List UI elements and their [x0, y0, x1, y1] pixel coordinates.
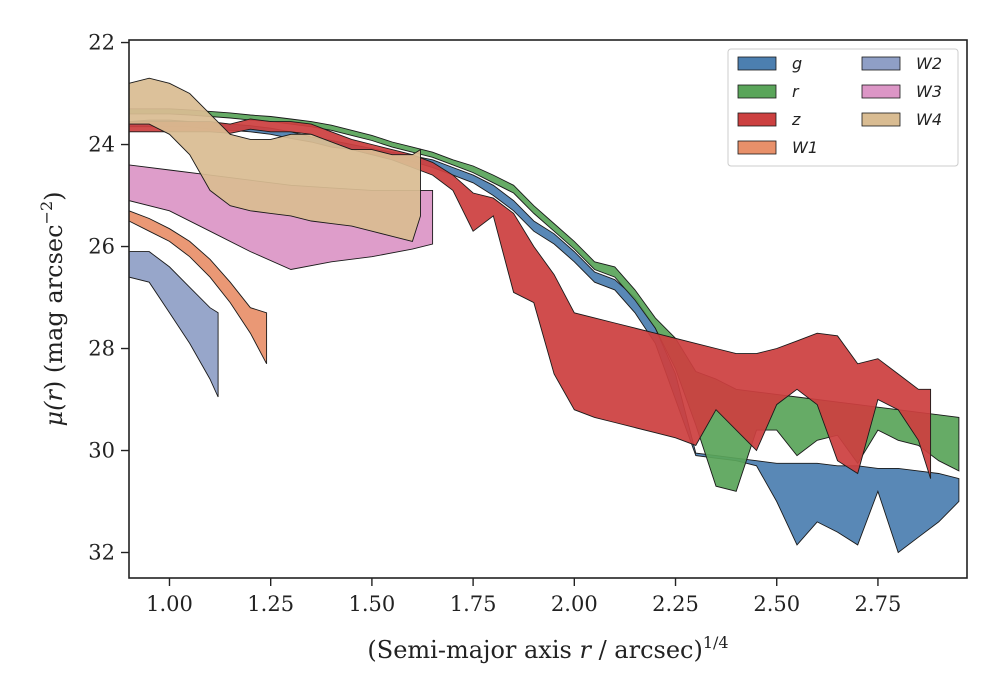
legend-swatch: [861, 56, 901, 71]
legend-swatch: [861, 84, 901, 99]
legend-label: r: [792, 82, 800, 101]
x-tick-label: 2.50: [753, 592, 800, 616]
x-tick-label: 1.25: [247, 592, 294, 616]
y-axis: 22 24 26 28 30 32: [88, 31, 129, 565]
x-tick-label: 1.75: [450, 592, 497, 616]
x-tick-label: 2.75: [855, 592, 902, 616]
plot-frame: [128, 39, 968, 579]
x-tick-label: 2.00: [551, 592, 598, 616]
legend-swatch: [737, 112, 777, 127]
band-W2: [128, 251, 219, 398]
x-axis-label: (Semi-major axis r / arcsec)1/4: [367, 633, 728, 664]
y-tick-label: 22: [88, 31, 115, 55]
band-W1: [128, 210, 268, 365]
y-tick-label: 28: [88, 337, 115, 361]
legend-label: W3: [916, 82, 942, 101]
legend-swatch: [737, 140, 777, 155]
legend-label: W2: [916, 54, 942, 73]
y-tick-label: 26: [88, 235, 115, 259]
x-tick-label: 1.50: [349, 592, 396, 616]
legend-label: g: [792, 54, 802, 73]
legend-swatch: [737, 56, 777, 71]
x-tick-label: 1.00: [146, 592, 193, 616]
y-tick-label: 30: [88, 439, 115, 463]
legend-swatch: [861, 112, 901, 127]
x-tick-label: 2.25: [652, 592, 699, 616]
legend-box: [727, 48, 959, 167]
y-axis-label: μ(r) (mag arcsec−2): [37, 191, 68, 426]
legend: grz W1 W2 W3 W4: [727, 48, 959, 167]
y-tick-label: 32: [88, 541, 115, 565]
legend-label: z: [791, 110, 801, 129]
legend-label: W4: [916, 110, 942, 129]
profile-bands: [128, 77, 960, 554]
y-tick-label: 24: [88, 133, 115, 157]
band-W4: [128, 77, 421, 242]
legend-label: W1: [792, 138, 818, 157]
legend-swatch: [737, 84, 777, 99]
x-axis: 1.00 1.25 1.50 1.75 2.00 2.25 2.50 2.75: [146, 578, 901, 616]
